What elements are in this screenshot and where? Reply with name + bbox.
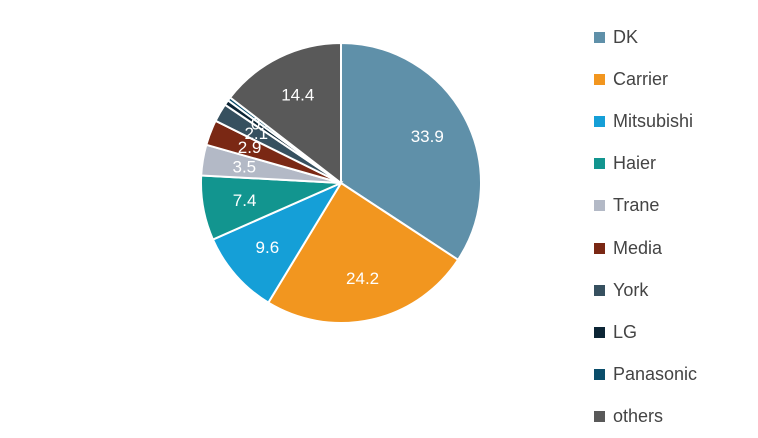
legend-label-media: Media xyxy=(613,237,663,258)
pie-label-others: 14.4 xyxy=(281,86,314,105)
legend-item-mitsubishi: Mitsubishi xyxy=(594,100,697,142)
pie-slice-carrier xyxy=(266,181,460,324)
legend-swatch-media xyxy=(594,242,605,254)
legend-swatch-lg xyxy=(594,326,605,338)
legend-item-trane: Trane xyxy=(594,185,697,227)
pie-label-trane: 3.5 xyxy=(233,157,257,176)
legend-swatch-carrier xyxy=(594,73,605,85)
legend-label-others: others xyxy=(613,406,664,427)
legend-label-haier: Haier xyxy=(613,153,657,174)
pie-label-mitsubishi: 9.6 xyxy=(256,238,280,257)
legend-item-others: others xyxy=(594,396,697,438)
legend-item-dk: DK xyxy=(594,16,697,58)
legend-label-panasonic: Panasonic xyxy=(613,364,698,385)
pie-label-carrier: 24.2 xyxy=(346,269,379,288)
legend-swatch-haier xyxy=(594,158,605,170)
pie-slice-mitsubishi xyxy=(211,180,344,305)
legend-swatch-panasonic xyxy=(594,369,605,381)
legend-label-carrier: Carrier xyxy=(613,68,669,89)
chart-legend: DK Carrier Mitsubishi Haier Trane Media York LG… xyxy=(594,16,697,438)
legend-swatch-others xyxy=(594,411,605,423)
legend-item-panasonic: Panasonic xyxy=(594,354,697,396)
legend-item-york: York xyxy=(594,269,697,311)
legend-swatch-dk xyxy=(594,31,605,43)
legend-swatch-mitsubishi xyxy=(594,115,605,127)
legend-item-carrier: Carrier xyxy=(594,58,697,100)
legend-item-lg: LG xyxy=(594,311,697,353)
legend-label-york: York xyxy=(613,279,649,300)
legend-swatch-york xyxy=(594,284,605,296)
pie-slice-others xyxy=(228,41,342,186)
legend-item-haier: Haier xyxy=(594,143,697,185)
legend-swatch-trane xyxy=(594,200,605,212)
pie-label-media: 2.9 xyxy=(238,138,262,157)
legend-label-dk: DK xyxy=(613,26,639,47)
pie-label-dk: 33.9 xyxy=(411,127,444,146)
legend-label-trane: Trane xyxy=(613,195,660,216)
legend-label-mitsubishi: Mitsubishi xyxy=(613,110,694,131)
legend-item-media: Media xyxy=(594,227,697,269)
pie-label-haier: 7.4 xyxy=(233,191,257,210)
legend-label-lg: LG xyxy=(613,321,638,342)
